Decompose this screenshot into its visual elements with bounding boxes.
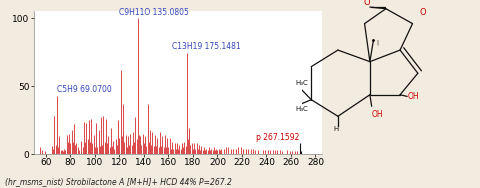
Text: H: H (334, 126, 339, 132)
Text: O: O (420, 8, 426, 17)
Text: H₃C: H₃C (295, 106, 308, 112)
Text: H₃C: H₃C (295, 80, 308, 86)
Text: p 267.1592: p 267.1592 (256, 133, 300, 142)
Text: C5H9 69.0700: C5H9 69.0700 (57, 85, 112, 94)
Text: |: | (376, 40, 378, 45)
Text: OH: OH (372, 110, 384, 119)
Text: OH: OH (407, 92, 419, 101)
Text: C9H11O 135.0805: C9H11O 135.0805 (120, 8, 189, 17)
Text: O: O (363, 0, 370, 7)
Text: C13H19 175.1481: C13H19 175.1481 (172, 42, 240, 51)
Text: (hr_msms_nist) Strobilactone A [M+H]+ HCD 44% P=267.2: (hr_msms_nist) Strobilactone A [M+H]+ HC… (5, 177, 232, 186)
